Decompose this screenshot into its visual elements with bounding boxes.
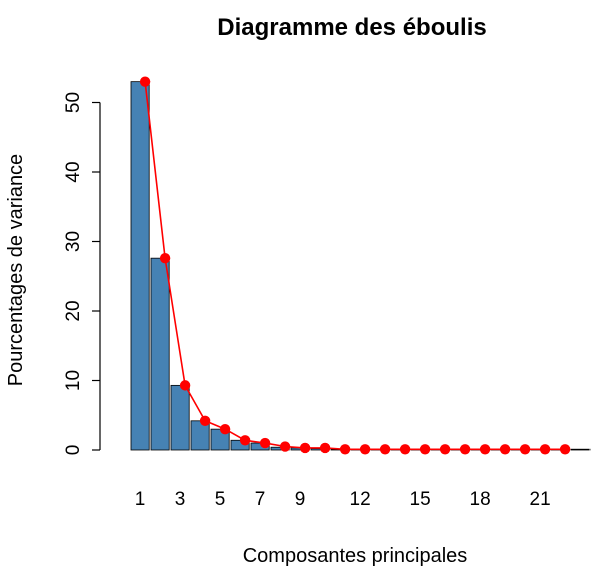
bar-series bbox=[130, 81, 591, 451]
data-point bbox=[519, 444, 531, 455]
y-tick-label: 0 bbox=[63, 445, 84, 456]
data-point bbox=[319, 442, 331, 454]
data-point bbox=[139, 76, 151, 87]
x-tick-label: 3 bbox=[175, 489, 186, 510]
data-point bbox=[339, 444, 351, 455]
y-tick-label: 40 bbox=[63, 161, 84, 182]
data-point bbox=[379, 444, 391, 455]
x-tick-label: 1 bbox=[135, 489, 146, 510]
x-axis-ticks: 1 3 5 7 9 12 15 18 21 bbox=[135, 489, 551, 510]
data-point bbox=[239, 435, 251, 446]
data-point bbox=[179, 380, 191, 391]
data-point bbox=[419, 444, 431, 455]
data-point bbox=[359, 444, 371, 455]
data-point bbox=[459, 444, 471, 455]
data-point bbox=[259, 437, 271, 449]
x-tick-label: 21 bbox=[530, 489, 551, 510]
bar bbox=[150, 257, 170, 451]
x-tick-label: 9 bbox=[295, 489, 306, 510]
y-tick-label: 50 bbox=[63, 92, 84, 113]
data-point bbox=[479, 444, 491, 455]
data-point bbox=[499, 444, 511, 455]
y-axis: 0 10 20 30 40 50 bbox=[63, 92, 101, 456]
data-point bbox=[159, 252, 171, 264]
chart-title: Diagramme des éboulis bbox=[217, 14, 486, 41]
line-series bbox=[139, 76, 571, 455]
y-tick-label: 20 bbox=[63, 300, 84, 321]
data-point bbox=[219, 423, 231, 435]
data-point bbox=[439, 444, 451, 455]
x-tick-label: 5 bbox=[215, 489, 226, 510]
x-tick-label: 12 bbox=[350, 489, 371, 510]
data-point bbox=[299, 442, 311, 454]
y-axis-label: Pourcentages de variance bbox=[5, 154, 27, 386]
x-tick-label: 7 bbox=[255, 489, 266, 510]
x-axis-label: Composantes principales bbox=[243, 545, 468, 567]
x-tick-label: 18 bbox=[470, 489, 491, 510]
y-tick-label: 10 bbox=[63, 370, 84, 391]
bar bbox=[130, 81, 150, 451]
x-tick-label: 15 bbox=[410, 489, 431, 510]
y-tick-label: 30 bbox=[63, 231, 84, 252]
data-point bbox=[279, 441, 291, 452]
data-point bbox=[539, 444, 551, 455]
series-line bbox=[144, 81, 566, 451]
bar bbox=[570, 448, 590, 451]
data-point bbox=[199, 415, 211, 427]
data-point bbox=[559, 444, 571, 455]
data-point bbox=[399, 444, 411, 455]
bar bbox=[170, 384, 190, 451]
